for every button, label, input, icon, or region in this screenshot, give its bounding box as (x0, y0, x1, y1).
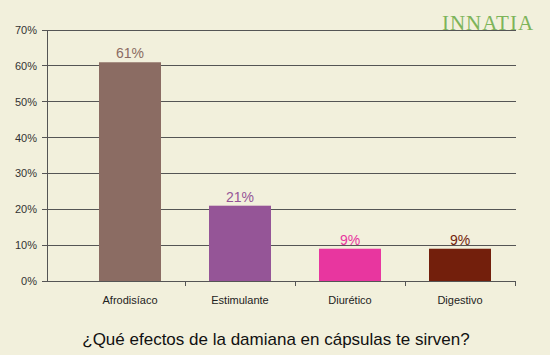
x-tick (515, 281, 516, 286)
title: ¿Qué efectos de la damiana en cápsulas t… (82, 330, 469, 349)
x-tick-label: Estimulante (211, 294, 268, 306)
chart-container: 0% 10% 20% 30% 40% 50% 60% 70% 61% Afrodisíaco 21%… (0, 0, 550, 355)
y-tick (42, 30, 47, 31)
y-tick (42, 209, 47, 210)
bar (429, 249, 491, 281)
y-tick-label: 50% (15, 96, 37, 108)
y-tick (42, 281, 47, 282)
x-tick-label: Diurético (328, 294, 371, 306)
y-tick (42, 137, 47, 138)
bar (99, 62, 161, 281)
y-tick-label: 60% (15, 60, 37, 72)
data-label: 21% (226, 189, 254, 205)
x-tick (295, 281, 296, 286)
x-tick-label: Afrodisíaco (102, 294, 157, 306)
y-tick (42, 65, 47, 66)
x-tick (405, 281, 406, 286)
y-tick-label: 20% (15, 203, 37, 215)
bars (99, 62, 491, 281)
y-tick (42, 101, 47, 102)
bar (209, 206, 271, 281)
data-label: 61% (116, 45, 144, 61)
x-tick (185, 281, 186, 286)
data-label: 9% (450, 232, 470, 248)
y-tick-label: 40% (15, 132, 37, 144)
x-tick-label: Digestivo (437, 294, 482, 306)
y-tick (42, 173, 47, 174)
y-tick-label: 30% (15, 167, 37, 179)
data-label: 9% (340, 232, 360, 248)
logo: INNATIA (442, 11, 534, 35)
chart-svg: 0% 10% 20% 30% 40% 50% 60% 70% 61% Afrodisíaco 21%… (0, 0, 550, 355)
y-tick-label: 70% (15, 24, 37, 36)
y-axis (47, 30, 48, 281)
y-tick-label: 10% (15, 239, 37, 251)
background (0, 0, 550, 355)
y-tick-label: 0% (21, 275, 37, 287)
y-tick (42, 245, 47, 246)
bar (319, 249, 381, 281)
